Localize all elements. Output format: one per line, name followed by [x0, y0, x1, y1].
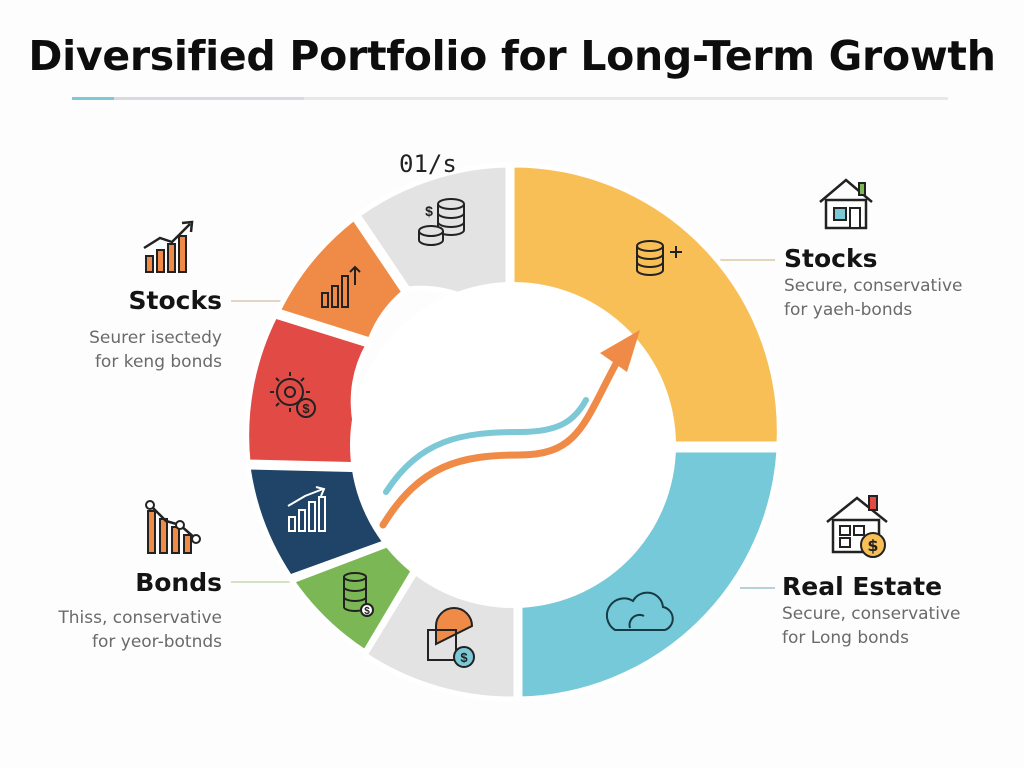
- svg-text:$: $: [302, 401, 310, 416]
- house-dollar-pin-icon: $: [427, 607, 475, 668]
- cloud-icon: [605, 591, 674, 631]
- growth-arrowhead: [600, 330, 640, 372]
- gear-dollar-icon: $: [270, 372, 316, 418]
- house-dollar-icon: $: [826, 495, 888, 558]
- callout-bottom-right: Real Estate Secure, conservative for Lon…: [782, 572, 960, 650]
- callout-description-line: Secure, conservative: [782, 604, 961, 624]
- callout-heading: Real Estate: [782, 572, 943, 601]
- coin-stack-dollar-icon: $: [343, 572, 374, 617]
- growth-arrow-teal: [383, 397, 589, 495]
- coin-stack-plus-icon: [636, 240, 682, 276]
- title-underline-mid: [114, 97, 304, 100]
- callout-description-line: for keng bonds: [94, 352, 222, 372]
- callout-description-line: Secure, conservative: [784, 276, 963, 296]
- title-underline: [72, 97, 948, 100]
- callout-description-line: Thiss, conservative: [58, 608, 222, 628]
- house-icon: [819, 178, 873, 230]
- callout-description-line: for yeor-botnds: [91, 632, 222, 652]
- callout-heading: Stocks: [128, 286, 222, 315]
- callout-bottom-left: Bonds Thiss, conservative for yeor-botnd…: [40, 568, 222, 654]
- growth-chart-icon: [143, 220, 194, 273]
- callout-description-line: for yaeh-bonds: [784, 300, 913, 320]
- svg-text:$: $: [364, 606, 370, 617]
- svg-text:$: $: [425, 203, 433, 219]
- svg-text:$: $: [460, 650, 468, 665]
- dollar-coins-icon: $: [418, 198, 465, 246]
- callout-description-line: for Long bonds: [782, 628, 909, 648]
- bar-chart-arrow-icon: [321, 265, 361, 308]
- svg-text:$: $: [867, 536, 878, 555]
- callout-heading: Stocks: [784, 244, 878, 273]
- decline-chart-icon: [145, 500, 201, 554]
- callout-description-line: Seurer isectedy: [89, 328, 222, 348]
- wheel-top-label: 01/s: [399, 150, 457, 178]
- callout-top-left: Stocks Seurer isectedy for keng bonds: [60, 286, 222, 374]
- bar-chart-up-icon: [287, 486, 326, 532]
- growth-arrow-orange: [379, 356, 622, 529]
- title-underline-accent: [72, 97, 114, 100]
- page-title: Diversified Portfolio for Long-Term Grow…: [28, 32, 996, 80]
- callout-heading: Bonds: [135, 568, 222, 597]
- callout-top-right: Stocks Secure, conservative for yaeh-bon…: [784, 244, 962, 322]
